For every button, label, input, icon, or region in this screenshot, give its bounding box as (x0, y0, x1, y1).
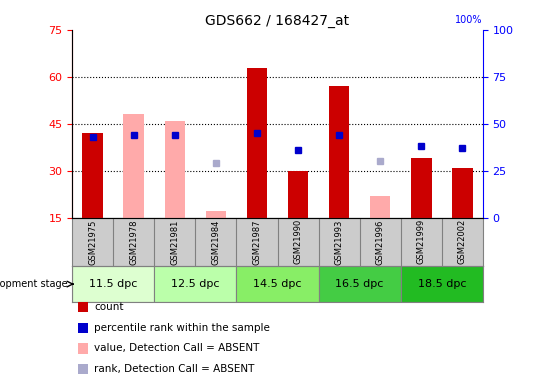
Bar (370, 196, 391, 217)
Text: GSM21993: GSM21993 (335, 219, 344, 265)
Text: GSM22002: GSM22002 (458, 219, 467, 264)
Bar (319, 266, 401, 302)
Text: GSM21984: GSM21984 (211, 219, 220, 265)
Text: GSM21999: GSM21999 (417, 219, 426, 264)
Text: GSM21996: GSM21996 (376, 219, 385, 265)
Bar (236, 266, 319, 302)
Text: 16.5 dpc: 16.5 dpc (335, 279, 384, 289)
Text: 100%: 100% (455, 15, 483, 26)
Text: 11.5 dpc: 11.5 dpc (89, 279, 138, 289)
Bar (164, 121, 185, 218)
Text: GSM21978: GSM21978 (129, 219, 138, 265)
Bar (83, 133, 103, 218)
Bar (72, 266, 154, 302)
Title: GDS662 / 168427_at: GDS662 / 168427_at (205, 13, 350, 28)
Text: GSM21987: GSM21987 (253, 219, 261, 265)
Text: 18.5 dpc: 18.5 dpc (417, 279, 466, 289)
Bar (288, 171, 309, 217)
Text: development stage: development stage (0, 279, 68, 289)
Text: GSM21990: GSM21990 (294, 219, 302, 264)
Text: 12.5 dpc: 12.5 dpc (171, 279, 220, 289)
Bar (411, 158, 432, 218)
Text: rank, Detection Call = ABSENT: rank, Detection Call = ABSENT (94, 364, 255, 374)
Text: value, Detection Call = ABSENT: value, Detection Call = ABSENT (94, 344, 260, 353)
Bar (154, 266, 236, 302)
Bar (329, 86, 350, 218)
Text: percentile rank within the sample: percentile rank within the sample (94, 323, 270, 333)
Bar (206, 211, 226, 217)
Text: GSM21975: GSM21975 (88, 219, 97, 265)
Text: GSM21981: GSM21981 (170, 219, 179, 265)
Text: count: count (94, 302, 124, 312)
Bar (452, 168, 473, 217)
Text: 14.5 dpc: 14.5 dpc (253, 279, 302, 289)
Bar (247, 68, 268, 218)
Bar (124, 114, 144, 218)
Bar (401, 266, 483, 302)
